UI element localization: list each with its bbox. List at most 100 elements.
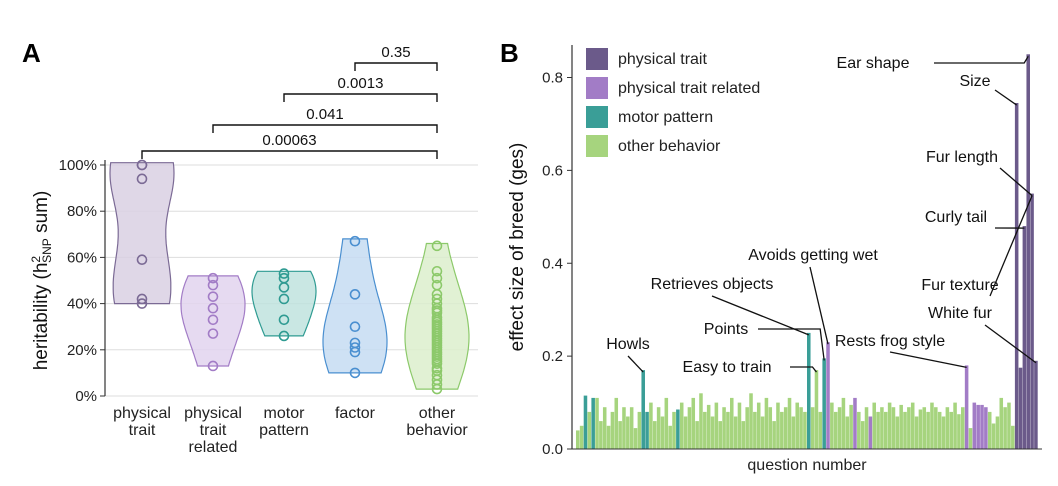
- bar: [1003, 407, 1007, 449]
- bar: [930, 402, 934, 449]
- bar: [837, 407, 842, 449]
- data-point: [349, 289, 361, 300]
- data-point: [349, 321, 361, 333]
- bar: [910, 402, 915, 449]
- bar: [683, 416, 688, 449]
- bar: [872, 402, 876, 449]
- annotation-leader: [994, 89, 1018, 106]
- comparison-bracket: [354, 62, 438, 71]
- data-point: [136, 293, 148, 305]
- annotation-leader: [989, 195, 1033, 297]
- category-label: motor: [264, 405, 306, 422]
- bar: [599, 421, 603, 449]
- annotation-label: Rests frog style: [835, 333, 945, 350]
- data-point: [207, 314, 219, 326]
- comparison-bracket: [141, 150, 438, 159]
- bar: [730, 397, 734, 449]
- bar: [903, 411, 907, 449]
- bar: [1014, 103, 1019, 449]
- bar: [629, 407, 634, 449]
- data-point: [136, 298, 148, 309]
- bar: [714, 402, 719, 449]
- violin-1: [180, 275, 246, 367]
- bar: [633, 428, 638, 449]
- annotation-label: Retrieves objects: [651, 276, 774, 293]
- bar: [995, 416, 1000, 449]
- data-point: [431, 293, 443, 305]
- annotation-leader: [999, 167, 1033, 197]
- bar: [695, 421, 699, 449]
- annotation-leader: [758, 328, 825, 361]
- y-tick-label: 0.8: [542, 70, 563, 87]
- annotation-label: Easy to train: [683, 359, 772, 376]
- bar: [660, 416, 665, 449]
- category-label: pattern: [259, 422, 309, 439]
- data-point: [431, 272, 443, 284]
- data-point: [431, 279, 443, 291]
- annotation-leader: [809, 266, 829, 345]
- bar: [964, 365, 969, 449]
- bar: [787, 397, 792, 449]
- bar: [595, 397, 599, 449]
- y-tick-label: 100%: [59, 157, 97, 174]
- bar: [949, 411, 953, 449]
- data-point: [349, 235, 361, 247]
- p-value-label: 0.35: [381, 44, 410, 61]
- bar: [579, 425, 584, 449]
- annotation-leader: [934, 55, 1029, 64]
- data-point: [431, 369, 443, 381]
- legend-swatch: [586, 77, 608, 99]
- bar: [884, 411, 888, 449]
- bar: [745, 407, 749, 449]
- bar: [637, 411, 642, 449]
- bar: [957, 414, 961, 449]
- annotation-label: Fur length: [926, 149, 998, 166]
- bar: [860, 421, 865, 449]
- violin-3: [322, 238, 388, 374]
- bar: [822, 358, 826, 449]
- y-axis-label: effect size of breed (ges): [507, 143, 528, 352]
- bar: [799, 407, 803, 449]
- bar: [953, 402, 957, 449]
- comparison-bracket: [212, 124, 438, 133]
- y-tick-label: 60%: [67, 249, 97, 266]
- data-point: [278, 293, 290, 305]
- bar: [984, 407, 988, 449]
- legend-label: motor pattern: [618, 109, 713, 126]
- panel-a-label: A: [22, 38, 41, 68]
- category-label: behavior: [406, 422, 468, 439]
- bar: [718, 421, 722, 449]
- bar: [645, 411, 649, 449]
- bar: [795, 402, 799, 449]
- bar: [726, 411, 730, 449]
- y-tick-label: 40%: [67, 296, 97, 313]
- bar: [807, 332, 811, 449]
- bar: [934, 407, 938, 449]
- comparison-bracket: [283, 93, 438, 102]
- legend-swatch: [586, 106, 608, 128]
- bar: [922, 407, 927, 449]
- legend-swatch: [586, 48, 608, 70]
- annotation-label: White fur: [928, 305, 993, 322]
- data-point: [349, 337, 361, 349]
- bar: [980, 404, 984, 449]
- bar: [868, 416, 873, 449]
- bar: [818, 411, 823, 449]
- data-point: [207, 302, 219, 314]
- data-point: [349, 342, 361, 353]
- data-point: [207, 291, 219, 302]
- bar: [653, 421, 657, 449]
- bar: [1018, 367, 1023, 449]
- bar: [756, 402, 761, 449]
- bar: [776, 402, 780, 449]
- bar: [741, 421, 746, 449]
- bar: [606, 425, 611, 449]
- bar: [783, 407, 788, 449]
- category-label: related: [189, 439, 238, 456]
- bar: [833, 411, 838, 449]
- bar: [891, 407, 896, 449]
- bar: [583, 395, 588, 449]
- panel-b: B 0.0 0.2 0.4 0.6 0.8 effect size of breed (g…: [500, 38, 1042, 474]
- bar: [1011, 425, 1015, 449]
- annotation-label: Points: [704, 321, 748, 338]
